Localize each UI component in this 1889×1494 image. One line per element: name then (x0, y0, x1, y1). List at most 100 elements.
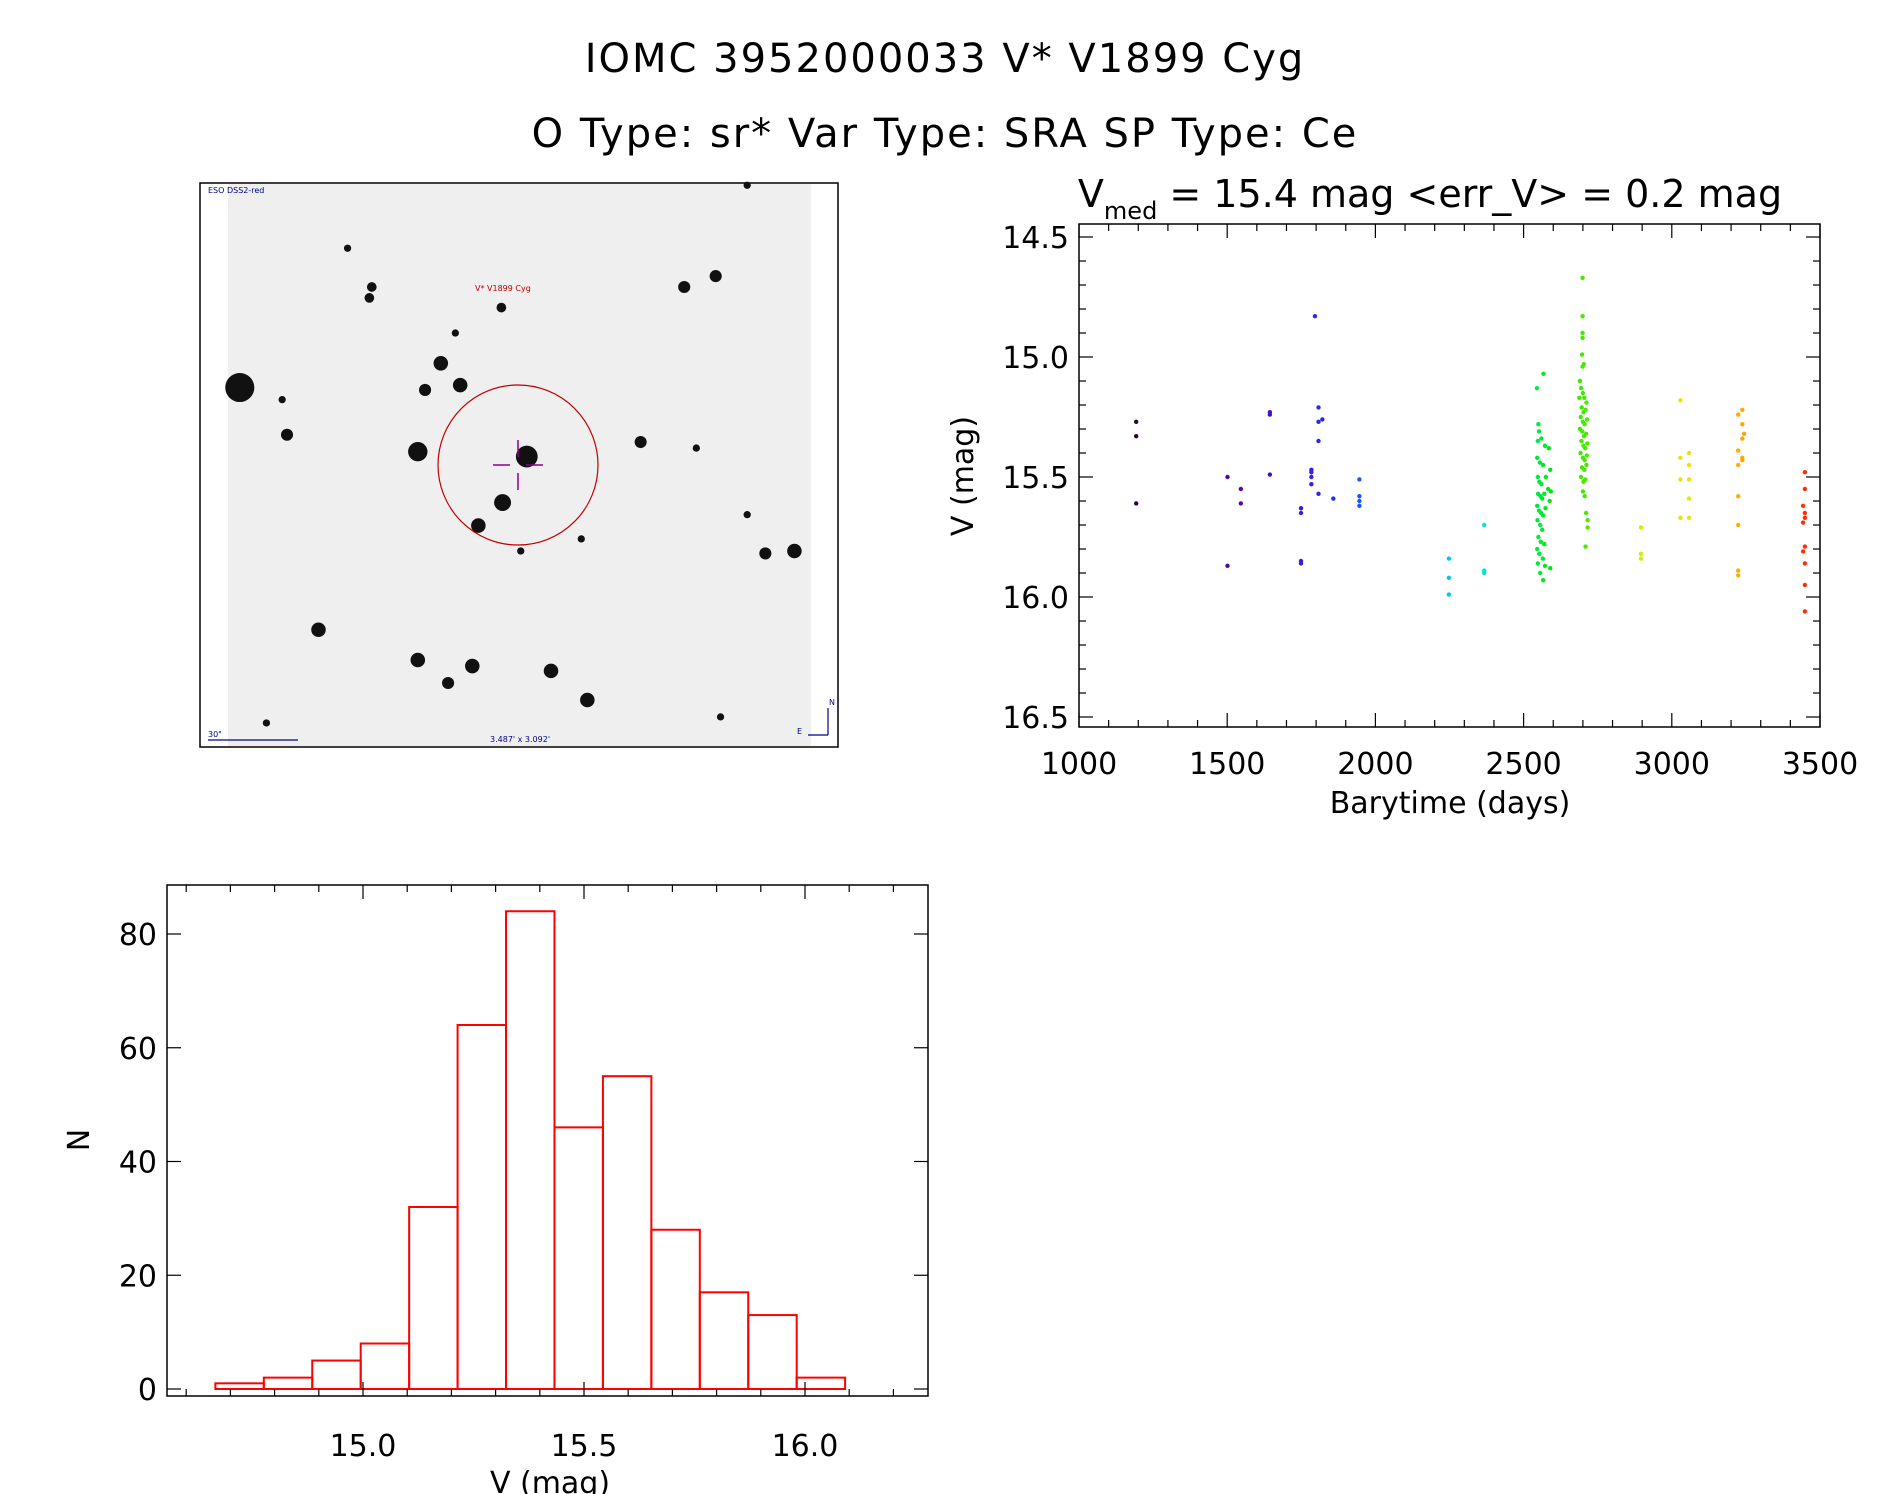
data-point (1740, 422, 1745, 427)
data-point (1320, 417, 1325, 422)
star (452, 377, 468, 393)
histogram-bar (601, 1075, 653, 1390)
data-point (1802, 470, 1808, 475)
star (743, 181, 751, 189)
data-point (1577, 378, 1583, 384)
data-point (1309, 474, 1314, 480)
data-point (1316, 438, 1321, 444)
x-tick-label: 3000 (1634, 747, 1710, 782)
data-point (1543, 474, 1549, 480)
data-point (1238, 486, 1244, 492)
data-point (1686, 515, 1692, 520)
x-tick-label: 1000 (1041, 747, 1117, 782)
data-point (1579, 438, 1584, 444)
light-curve-xlabel: Barytime (days) (1330, 786, 1571, 821)
data-point (1580, 390, 1586, 396)
histogram-bar (214, 1382, 265, 1390)
data-point (1535, 546, 1540, 552)
data-point (1800, 549, 1806, 554)
data-point (1357, 503, 1362, 508)
figure-title: IOMC 3952000033 V* V1899 Cyg (585, 36, 1306, 82)
data-point (1802, 510, 1808, 516)
star (419, 383, 432, 396)
data-point (1800, 503, 1806, 508)
data-point (1540, 556, 1546, 561)
x-tick-label: 15.5 (551, 1429, 618, 1464)
data-point (1548, 489, 1554, 494)
north-label: N (829, 698, 835, 707)
data-point (1583, 446, 1588, 451)
data-point (1309, 482, 1314, 487)
data-point (1580, 330, 1585, 336)
star (262, 719, 271, 727)
data-point (1537, 522, 1543, 528)
data-point (1802, 544, 1808, 549)
data-point (1267, 412, 1273, 417)
data-point (1582, 494, 1587, 499)
scale-label: 30" (208, 730, 222, 739)
data-point (1638, 551, 1644, 556)
histogram-bar (650, 1228, 701, 1390)
data-point (1298, 510, 1304, 516)
data-point (1298, 561, 1304, 566)
y-tick-label: 15.0 (1002, 341, 1069, 376)
star (408, 442, 428, 462)
data-point (1540, 462, 1546, 468)
data-point (1357, 494, 1362, 499)
data-point (1481, 570, 1487, 576)
star (678, 280, 691, 294)
data-point (1542, 443, 1548, 448)
data-point (1580, 335, 1585, 340)
data-point (1547, 498, 1552, 504)
data-point (1481, 522, 1487, 528)
star (634, 435, 647, 449)
star (759, 547, 772, 560)
data-point (1740, 407, 1745, 412)
data-point (1537, 460, 1543, 465)
star (442, 676, 455, 690)
data-point (1546, 446, 1551, 451)
histogram-bar (408, 1206, 459, 1390)
data-point (1543, 506, 1548, 511)
data-point (1735, 494, 1741, 499)
histogram-bar (553, 1126, 604, 1390)
data-point (1584, 453, 1589, 458)
data-point (1541, 371, 1546, 376)
data-point (1548, 566, 1553, 571)
data-point (1583, 407, 1588, 412)
data-point (1584, 400, 1589, 405)
data-point (1540, 527, 1545, 532)
y-tick-label: 80 (119, 918, 157, 953)
light-curve-title: Vmed = 15.4 mag <err_V> = 0.2 mag (1078, 172, 1782, 225)
data-point (1740, 436, 1745, 441)
data-point (1537, 551, 1542, 556)
data-point (1735, 412, 1741, 417)
light-curve-frame (1078, 223, 1821, 728)
data-point (1740, 458, 1745, 463)
star (743, 511, 751, 519)
data-point (1585, 525, 1590, 530)
y-tick-label: 15.5 (1002, 461, 1069, 496)
data-point (1802, 582, 1808, 588)
star (580, 692, 595, 708)
data-point (1579, 405, 1584, 410)
data-point (1538, 539, 1543, 544)
data-point (1331, 496, 1336, 501)
star (311, 622, 326, 637)
histogram-bar (505, 910, 556, 1390)
histogram-bar (698, 1291, 750, 1390)
finder-image: ESO DSS2-red V* V1899 Cyg 30" 3.487' x 3… (199, 181, 839, 748)
data-point (1316, 491, 1321, 496)
star (496, 302, 507, 313)
star (364, 293, 375, 303)
data-point (1802, 561, 1808, 566)
y-tick-label: 40 (119, 1146, 157, 1181)
star (543, 663, 559, 679)
star (451, 329, 459, 337)
histogram-ticks: 15.0 15.5 16.0 0 20 40 60 80 (119, 885, 928, 1464)
data-point (1678, 455, 1683, 460)
histogram-ylabel: N (62, 1129, 97, 1151)
data-point (1539, 436, 1544, 441)
data-point (1678, 515, 1683, 520)
